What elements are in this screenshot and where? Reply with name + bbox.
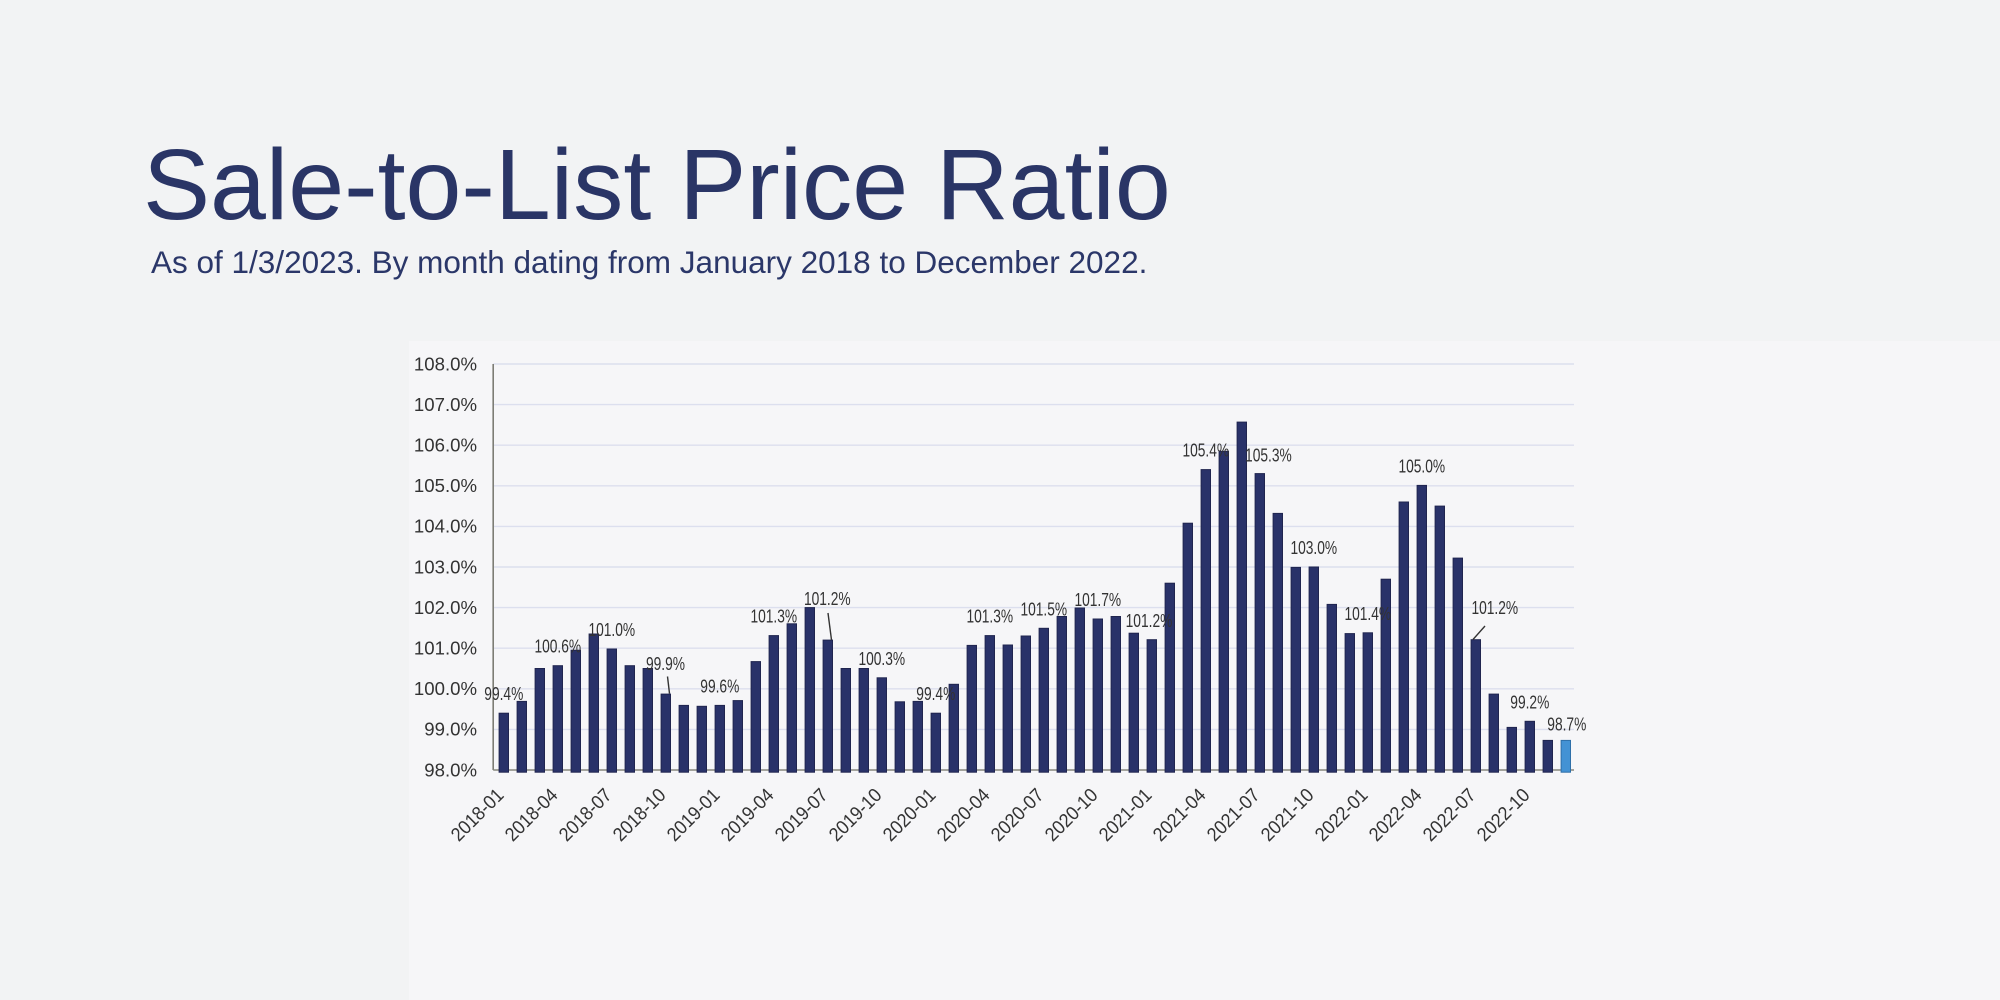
svg-text:101.2%: 101.2% (1471, 598, 1518, 618)
svg-text:101.2%: 101.2% (804, 589, 851, 609)
svg-text:106.0%: 106.0% (414, 435, 477, 456)
svg-text:99.0%: 99.0% (424, 719, 477, 740)
svg-text:98.7%: 98.7% (1547, 715, 1586, 735)
svg-text:101.7%: 101.7% (1074, 590, 1121, 610)
svg-text:100.6%: 100.6% (534, 637, 581, 657)
svg-text:108.0%: 108.0% (414, 353, 477, 374)
svg-text:102.0%: 102.0% (414, 597, 477, 618)
svg-text:99.2%: 99.2% (1510, 692, 1549, 712)
svg-text:99.9%: 99.9% (646, 654, 685, 674)
svg-text:101.4%: 101.4% (1344, 604, 1391, 624)
svg-text:99.4%: 99.4% (484, 684, 523, 704)
svg-text:104.0%: 104.0% (414, 516, 477, 537)
svg-text:99.4%: 99.4% (916, 684, 955, 704)
svg-text:101.2%: 101.2% (1126, 611, 1173, 631)
svg-text:100.0%: 100.0% (414, 678, 477, 699)
svg-text:101.0%: 101.0% (414, 638, 477, 659)
svg-text:101.0%: 101.0% (588, 620, 635, 640)
svg-text:101.5%: 101.5% (1020, 599, 1067, 619)
svg-text:100.3%: 100.3% (858, 649, 905, 669)
svg-text:105.0%: 105.0% (1398, 456, 1445, 476)
svg-text:107.0%: 107.0% (414, 394, 477, 415)
svg-text:101.3%: 101.3% (966, 607, 1013, 627)
svg-text:105.3%: 105.3% (1245, 446, 1292, 466)
svg-text:105.0%: 105.0% (414, 475, 477, 496)
svg-text:99.6%: 99.6% (700, 676, 739, 696)
svg-text:103.0%: 103.0% (414, 556, 477, 577)
svg-text:103.0%: 103.0% (1290, 538, 1337, 558)
svg-text:101.3%: 101.3% (750, 607, 797, 627)
svg-text:105.4%: 105.4% (1182, 441, 1229, 461)
svg-text:98.0%: 98.0% (424, 759, 477, 780)
